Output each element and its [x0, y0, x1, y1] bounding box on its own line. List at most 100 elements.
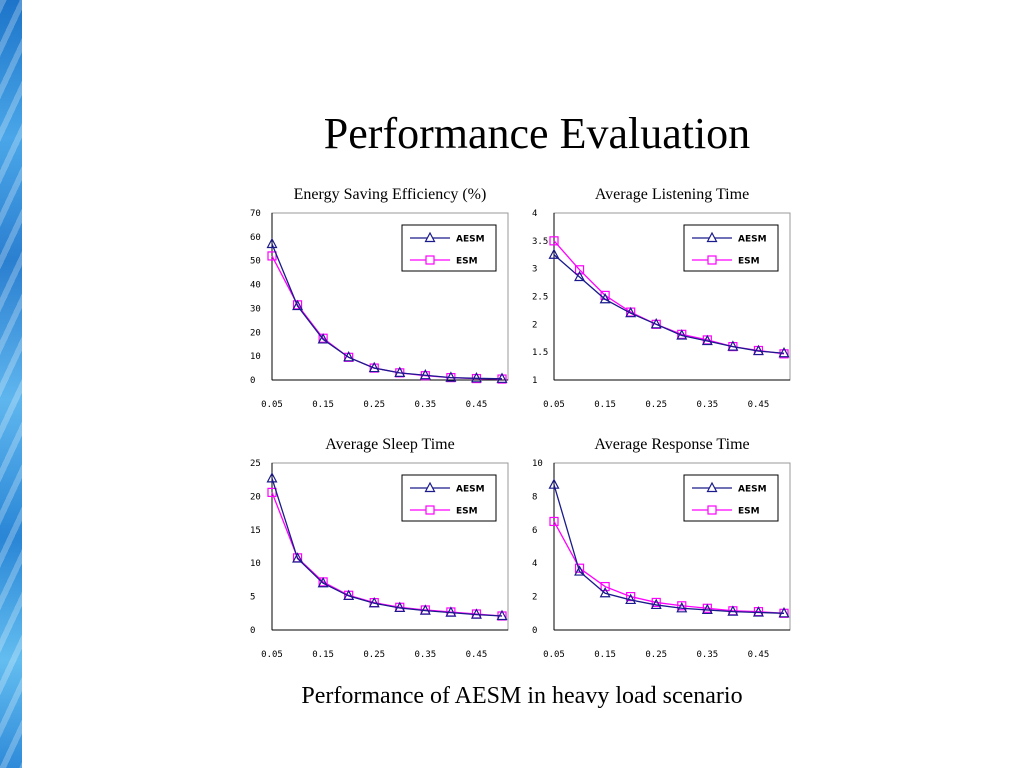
x-tick-label: 0.45 [748, 400, 770, 410]
data-point-aesm [701, 334, 713, 346]
data-point-aesm [625, 593, 637, 605]
y-tick-label: 4 [532, 209, 537, 219]
chart-energy-saving-efficiency: Energy Saving Efficiency (%) 0 10 20 30 40 50 6… [244, 180, 516, 420]
data-point-aesm [650, 318, 662, 329]
series-line-esm [271, 492, 503, 617]
data-point-aesm [727, 605, 739, 616]
legend-marker-aesm [706, 481, 718, 493]
y-tick-label: 10 [250, 559, 261, 569]
data-point-aesm [650, 598, 662, 610]
data-point-aesm [752, 606, 764, 617]
y-tick-label: 0 [250, 376, 255, 386]
y-tick-label: 5 [250, 593, 255, 603]
data-point-aesm [445, 371, 457, 382]
y-tick-label: 2 [532, 593, 537, 603]
chart-svg: Average Response Time 0 2 4 6 8 10 0.05 0.15 0.25… [532, 436, 791, 660]
data-point-aesm [548, 478, 560, 489]
data-point-aesm [574, 270, 586, 282]
legend-label-aesm: AESM [738, 235, 767, 245]
data-point-aesm [599, 586, 611, 598]
x-tick-label: 0.45 [466, 400, 488, 410]
chart-svg: Average Sleep Time 0 5 10 15 20 25 0.05 0.15 0.25… [250, 436, 509, 660]
data-point-aesm [778, 607, 790, 618]
data-point-esm [549, 236, 559, 246]
legend-label-aesm: AESM [738, 485, 767, 495]
x-tick-label: 0.45 [748, 650, 770, 660]
y-tick-label: 60 [250, 233, 261, 243]
legend: AESM ESM [683, 474, 779, 522]
data-point-esm [779, 349, 789, 359]
y-tick-label: 1 [532, 376, 537, 386]
chart-svg: Average Listening Time 1 1.5 2 2.5 3 3.5 4 0.05 0… [532, 186, 791, 410]
x-tick-label: 0.35 [696, 650, 718, 660]
y-tick-label: 10 [250, 352, 261, 362]
data-point-aesm [470, 372, 482, 383]
slide-title: Performance Evaluation [323, 109, 751, 158]
legend-label-esm: ESM [456, 507, 478, 517]
data-point-aesm [266, 237, 278, 249]
y-tick-label: 6 [532, 526, 537, 536]
x-tick-label: 0.25 [645, 650, 667, 660]
data-point-aesm [574, 565, 586, 576]
y-tick-label: 20 [250, 328, 261, 338]
legend-marker-esm [425, 255, 435, 265]
y-tick-label: 0 [250, 626, 255, 636]
data-point-aesm [419, 368, 431, 380]
x-tick-label: 0.45 [466, 650, 488, 660]
x-tick-label: 0.35 [414, 650, 436, 660]
legend-label-esm: ESM [456, 257, 478, 267]
chart-title: Average Listening Time [595, 186, 749, 203]
series-line-aesm [553, 254, 785, 354]
legend-label-esm: ESM [738, 507, 760, 517]
y-tick-label: 0 [532, 626, 537, 636]
y-tick-label: 10 [532, 459, 543, 469]
data-point-aesm [548, 248, 560, 259]
slide-caption: Performance of AESM in heavy load scenar… [301, 683, 743, 709]
legend: AESM ESM [401, 474, 497, 522]
data-point-aesm [343, 351, 355, 362]
data-point-aesm [727, 340, 739, 351]
y-tick-label: 40 [250, 281, 261, 291]
data-point-aesm [676, 329, 688, 340]
x-tick-label: 0.35 [696, 400, 718, 410]
x-tick-label: 0.15 [594, 650, 616, 660]
legend-label-aesm: AESM [456, 485, 485, 495]
chart-title: Energy Saving Efficiency (%) [294, 186, 487, 203]
y-tick-label: 1.5 [532, 348, 548, 358]
y-tick-label: 3 [532, 265, 537, 275]
data-point-esm [267, 251, 277, 261]
data-point-aesm [496, 372, 508, 383]
data-point-aesm [292, 299, 304, 311]
data-point-aesm [599, 293, 611, 304]
x-tick-label: 0.05 [543, 400, 565, 410]
legend-marker-esm [425, 505, 435, 515]
data-point-esm [549, 516, 559, 527]
y-tick-label: 50 [250, 257, 261, 267]
x-tick-label: 0.05 [543, 650, 565, 660]
data-point-esm [677, 601, 687, 611]
y-tick-label: 8 [532, 492, 537, 502]
x-tick-label: 0.05 [261, 400, 283, 410]
y-tick-label: 25 [250, 459, 261, 469]
y-tick-label: 4 [532, 559, 537, 569]
data-point-aesm [625, 306, 637, 318]
decorative-side-strip [0, 0, 22, 768]
x-tick-label: 0.35 [414, 400, 436, 410]
legend-marker-esm [707, 505, 717, 515]
data-point-aesm [470, 608, 482, 619]
data-point-aesm [317, 576, 329, 588]
data-point-aesm [778, 346, 790, 358]
chart-average-sleep-time: Average Sleep Time 0 5 10 15 20 25 0.05 0.15 0.25… [244, 430, 516, 670]
series-line-aesm [553, 484, 785, 614]
data-point-aesm [368, 596, 380, 608]
legend-marker-esm [707, 255, 717, 265]
y-tick-label: 30 [250, 304, 261, 314]
x-tick-label: 0.25 [363, 400, 385, 410]
legend-label-aesm: AESM [456, 235, 485, 245]
data-point-aesm [343, 589, 355, 601]
data-point-aesm [752, 344, 764, 356]
data-point-aesm [292, 552, 304, 563]
data-point-aesm [317, 333, 329, 344]
legend-label-esm: ESM [738, 257, 760, 267]
y-tick-label: 2 [532, 320, 537, 330]
